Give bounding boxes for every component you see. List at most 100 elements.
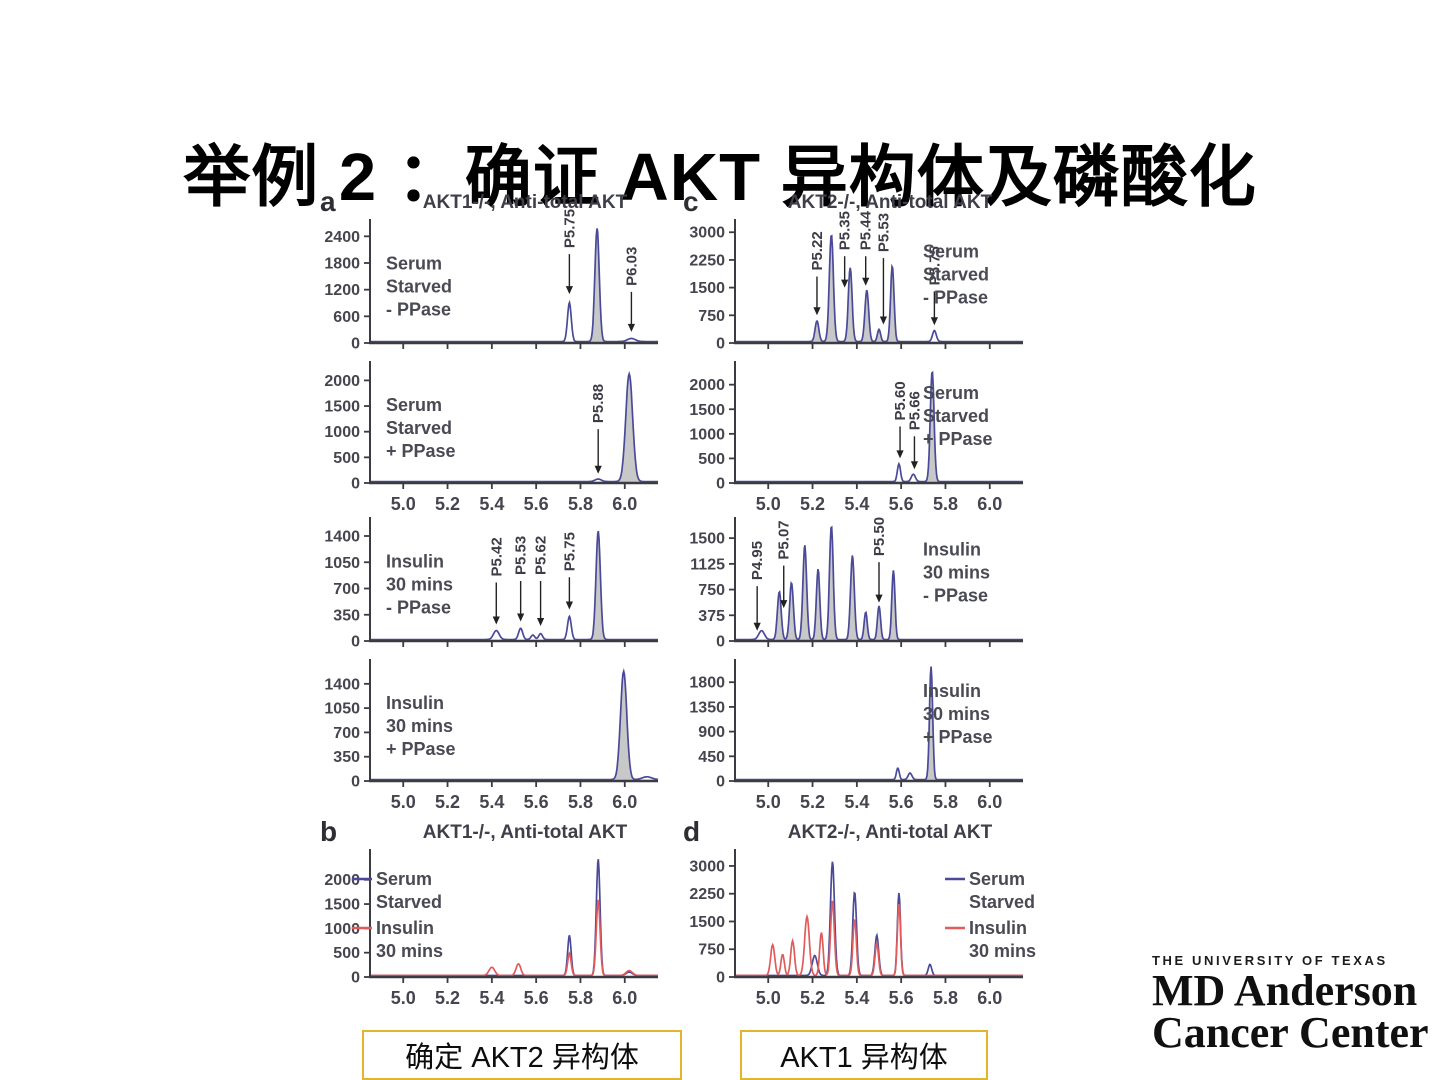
svg-text:Insulin: Insulin: [923, 539, 981, 559]
svg-text:+ PPase: + PPase: [923, 727, 993, 747]
svg-text:30 mins: 30 mins: [386, 574, 453, 594]
svg-text:P5.35: P5.35: [837, 211, 854, 250]
svg-text:900: 900: [698, 724, 725, 741]
chromatogram-d-overlay: 3000 2250 1500 750 0 5.0 5.2 5.4 5.6 5.8 6.0 Serum S…: [675, 845, 1036, 1013]
svg-text:- PPase: - PPase: [386, 597, 451, 617]
svg-text:Starved: Starved: [376, 892, 442, 912]
svg-text:2000: 2000: [324, 872, 360, 889]
svg-text:5.0: 5.0: [391, 494, 416, 514]
svg-text:P5.07: P5.07: [776, 520, 793, 559]
svg-text:5.2: 5.2: [800, 494, 825, 514]
svg-text:5.4: 5.4: [479, 494, 504, 514]
svg-text:350: 350: [333, 607, 360, 624]
svg-text:- PPase: - PPase: [923, 287, 988, 307]
svg-text:5.2: 5.2: [435, 494, 460, 514]
chromatogram-c4-insulin-plus-ppase: 1800 1350 900 450 0 5.0 5.2 5.4 5.6 5.8 6.0 Insulin…: [675, 655, 1035, 817]
logo-cancer-word: Cancer: [1152, 1008, 1289, 1057]
svg-text:1000: 1000: [689, 426, 725, 443]
svg-text:2400: 2400: [324, 229, 360, 246]
svg-text:1500: 1500: [324, 897, 360, 914]
svg-text:2000: 2000: [689, 377, 725, 394]
panel-title-d: AKT2-/-, Anti-total AKT: [787, 822, 993, 843]
svg-text:1000: 1000: [324, 921, 360, 938]
svg-text:1800: 1800: [689, 675, 725, 692]
svg-text:500: 500: [698, 451, 725, 468]
svg-text:30 mins: 30 mins: [376, 941, 443, 961]
svg-text:1000: 1000: [324, 424, 360, 441]
svg-text:1400: 1400: [324, 676, 360, 693]
svg-text:0: 0: [351, 774, 360, 791]
svg-text:2250: 2250: [689, 252, 725, 269]
svg-text:5.0: 5.0: [756, 494, 781, 514]
chromatogram-a2-serum-starved-plus-ppase: 2000 1500 1000 500 0 5.0 5.2 5.4 5.6 5.8 6.0 P5.88 S…: [310, 357, 670, 519]
svg-text:P5.53: P5.53: [875, 213, 892, 252]
svg-text:5.0: 5.0: [756, 792, 781, 812]
svg-text:5.6: 5.6: [889, 792, 914, 812]
svg-text:P5.66: P5.66: [906, 391, 923, 430]
svg-text:+ PPase: + PPase: [386, 441, 456, 461]
svg-text:3000: 3000: [689, 858, 725, 875]
svg-text:2000: 2000: [324, 373, 360, 390]
svg-text:1500: 1500: [689, 531, 725, 548]
logo-center-word: Center: [1288, 1008, 1429, 1057]
svg-text:P5.60: P5.60: [892, 381, 909, 420]
svg-text:750: 750: [698, 942, 725, 959]
svg-text:P5.75: P5.75: [561, 209, 578, 248]
logo-name-text: MD Anderson: [1152, 966, 1418, 1015]
svg-text:1125: 1125: [690, 556, 725, 573]
svg-text:30 mins: 30 mins: [386, 716, 453, 736]
svg-text:0: 0: [716, 476, 725, 493]
svg-text:5.4: 5.4: [479, 792, 504, 812]
svg-text:0: 0: [716, 336, 725, 353]
panel-title-c: AKT2-/-, Anti-total AKT: [787, 192, 993, 213]
slide-title: 举例 2 ：确证 AKT 异构体及磷酸化: [183, 139, 1257, 215]
svg-text:5.2: 5.2: [435, 792, 460, 812]
svg-text:+ PPase: + PPase: [923, 429, 993, 449]
callout-akt2-label: 确定 AKT2 异构体: [405, 1042, 639, 1074]
svg-text:P4.95: P4.95: [749, 541, 766, 580]
svg-text:5.0: 5.0: [391, 988, 416, 1008]
svg-text:+ PPase: + PPase: [386, 739, 456, 759]
svg-text:Starved: Starved: [923, 406, 989, 426]
panel-letter-c: c: [683, 186, 699, 217]
panel-letter-d: d: [683, 816, 701, 847]
panel-letter-b: b: [320, 816, 338, 847]
svg-text:P5.22: P5.22: [809, 231, 826, 270]
svg-text:1500: 1500: [689, 280, 725, 297]
svg-text:500: 500: [333, 450, 360, 467]
chromatogram-c2-serum-starved-plus-ppase: 2000 1500 1000 500 0 5.0 5.2 5.4 5.6 5.8 6.0 P5.60 P…: [675, 357, 1035, 519]
svg-text:P5.44: P5.44: [858, 210, 875, 250]
svg-text:6.0: 6.0: [612, 792, 637, 812]
callout-akt1-label: AKT1 异构体: [780, 1042, 948, 1074]
svg-text:5.6: 5.6: [524, 792, 549, 812]
svg-text:1050: 1050: [324, 701, 360, 718]
svg-text:30 mins: 30 mins: [923, 562, 990, 582]
chromatogram-c3-insulin-minus-ppase: 1500 1125 750 375 0 P4.95 P5.07 P5.50 Insulin 30 …: [675, 513, 1035, 653]
svg-text:Insulin: Insulin: [923, 681, 981, 701]
svg-text:350: 350: [333, 749, 360, 766]
svg-text:5.6: 5.6: [524, 988, 549, 1008]
svg-text:5.6: 5.6: [524, 494, 549, 514]
svg-text:Serum: Serum: [923, 383, 979, 403]
panel-title-a: AKT1-/-, Anti-total AKT: [422, 192, 628, 213]
svg-text:1500: 1500: [324, 399, 360, 416]
svg-text:5.2: 5.2: [435, 988, 460, 1008]
svg-text:2250: 2250: [689, 886, 725, 903]
svg-text:1500: 1500: [689, 402, 725, 419]
svg-text:Serum: Serum: [969, 869, 1025, 889]
svg-text:5.6: 5.6: [889, 988, 914, 1008]
svg-text:1200: 1200: [324, 282, 360, 299]
svg-text:5.2: 5.2: [800, 988, 825, 1008]
svg-text:Insulin: Insulin: [386, 693, 444, 713]
svg-text:- PPase: - PPase: [386, 299, 451, 319]
svg-text:6.0: 6.0: [612, 494, 637, 514]
svg-text:5.6: 5.6: [889, 494, 914, 514]
svg-text:375: 375: [698, 608, 725, 625]
svg-text:1500: 1500: [689, 914, 725, 931]
svg-text:5.4: 5.4: [844, 988, 869, 1008]
svg-text:P5.75: P5.75: [561, 532, 578, 571]
svg-text:0: 0: [351, 970, 360, 987]
svg-text:P5.42: P5.42: [488, 537, 505, 576]
svg-text:0: 0: [716, 774, 725, 791]
chromatogram-a1-serum-starved-minus-ppase: 2400 1800 1200 600 0 P5.75 P6.03 Serum Starved - …: [310, 209, 670, 355]
